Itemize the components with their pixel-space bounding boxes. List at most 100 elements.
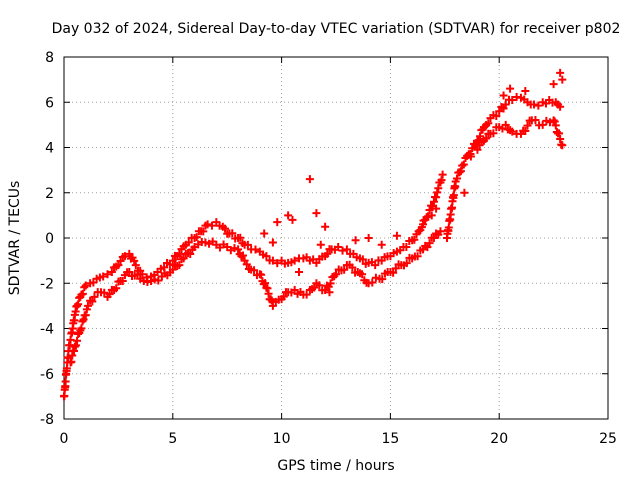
- series-1: [66, 115, 567, 367]
- data-point-fill: [310, 283, 319, 292]
- data-point: [70, 342, 79, 351]
- data-point: [125, 267, 134, 276]
- data-point-fill: [402, 259, 411, 268]
- data-point-fill: [368, 278, 377, 287]
- data-point: [334, 243, 343, 252]
- data-point: [325, 288, 334, 297]
- data-point: [260, 229, 269, 238]
- x-tick-label: 25: [599, 431, 617, 447]
- data-point: [268, 238, 277, 247]
- data-point: [434, 184, 443, 193]
- y-tick-label: -4: [40, 322, 54, 338]
- data-point: [427, 211, 436, 220]
- data-point: [558, 75, 567, 84]
- data-point: [288, 215, 297, 224]
- data-point: [458, 161, 467, 170]
- data-point: [168, 256, 177, 265]
- data-point-fill: [423, 243, 432, 252]
- data-point-fill: [242, 260, 251, 269]
- data-point-fill: [192, 233, 201, 242]
- data-point-fill: [323, 249, 332, 258]
- data-point: [312, 209, 321, 218]
- data-point-fill: [105, 290, 114, 299]
- y-tick-label: -8: [40, 412, 54, 428]
- data-point: [99, 272, 108, 281]
- data-point-fill: [261, 279, 270, 288]
- data-point-fill: [459, 160, 468, 169]
- data-point-fill: [456, 167, 465, 176]
- data-point: [414, 227, 423, 236]
- data-point-fill: [489, 129, 498, 138]
- x-tick-label: 0: [60, 431, 69, 447]
- data-point-fill: [175, 261, 184, 270]
- data-point-fill: [551, 121, 560, 130]
- data-point-fill: [250, 266, 259, 275]
- data-point-fill: [88, 297, 97, 306]
- data-point-fill: [389, 268, 398, 277]
- data-point: [508, 95, 517, 104]
- data-point: [556, 102, 565, 111]
- data-point-fill: [199, 227, 208, 236]
- data-point: [530, 100, 539, 109]
- data-point-fill: [221, 224, 230, 233]
- grid-lines: [64, 57, 608, 419]
- data-point: [90, 292, 99, 301]
- series-2: [260, 68, 567, 297]
- data-point-fill: [340, 265, 349, 274]
- data-point-fill: [100, 288, 109, 297]
- x-tick-label: 5: [168, 431, 177, 447]
- data-point: [284, 211, 293, 220]
- data-point: [460, 188, 469, 197]
- data-point-fill: [207, 221, 216, 230]
- data-point: [473, 145, 482, 154]
- data-point: [521, 86, 530, 95]
- data-point-fill: [556, 135, 565, 144]
- data-point-fill: [112, 284, 121, 293]
- x-tick-label: 10: [273, 431, 291, 447]
- data-point-fill: [378, 275, 387, 284]
- data-point: [114, 261, 123, 270]
- data-point-fill: [455, 168, 464, 177]
- chart-title: Day 032 of 2024, Sidereal Day-to-day VTE…: [52, 21, 621, 37]
- data-point-fill: [267, 296, 276, 305]
- x-tick-label: 20: [490, 431, 508, 447]
- data-point-fill: [302, 290, 311, 299]
- data-point: [466, 152, 475, 161]
- data-point: [438, 170, 447, 179]
- data-point-fill: [279, 292, 288, 301]
- y-tick-label: 2: [45, 186, 54, 202]
- data-point: [436, 227, 445, 236]
- data-point-fill: [476, 132, 485, 141]
- data-point: [305, 175, 314, 184]
- data-point-fill: [452, 174, 461, 183]
- data-point-fill: [236, 233, 245, 242]
- data-point: [83, 301, 92, 310]
- data-point-fill: [437, 176, 446, 185]
- data-point: [429, 234, 438, 242]
- y-tick-label: 4: [45, 141, 54, 157]
- data-point-fill: [77, 324, 86, 333]
- data-point: [556, 68, 565, 77]
- data-point-fill: [523, 121, 532, 130]
- data-point-fill: [238, 251, 247, 260]
- data-point: [429, 197, 438, 206]
- data-point-fill: [326, 279, 335, 288]
- data-point: [79, 315, 88, 324]
- data-point: [506, 84, 515, 93]
- data-point-fill: [74, 300, 83, 309]
- data-point-fill: [432, 193, 441, 202]
- data-point: [538, 120, 547, 129]
- data-point: [290, 256, 299, 265]
- data-point-fill: [273, 259, 282, 268]
- data-point: [107, 267, 116, 276]
- data-points: [60, 68, 567, 401]
- data-point-fill: [118, 277, 127, 286]
- data-point-fill: [402, 242, 411, 251]
- data-point: [332, 270, 340, 279]
- data-point-fill: [413, 252, 422, 261]
- data-point-fill: [243, 240, 252, 249]
- x-tick-label: 15: [381, 431, 399, 447]
- data-point-fill: [521, 126, 530, 135]
- data-point-fill: [263, 284, 272, 293]
